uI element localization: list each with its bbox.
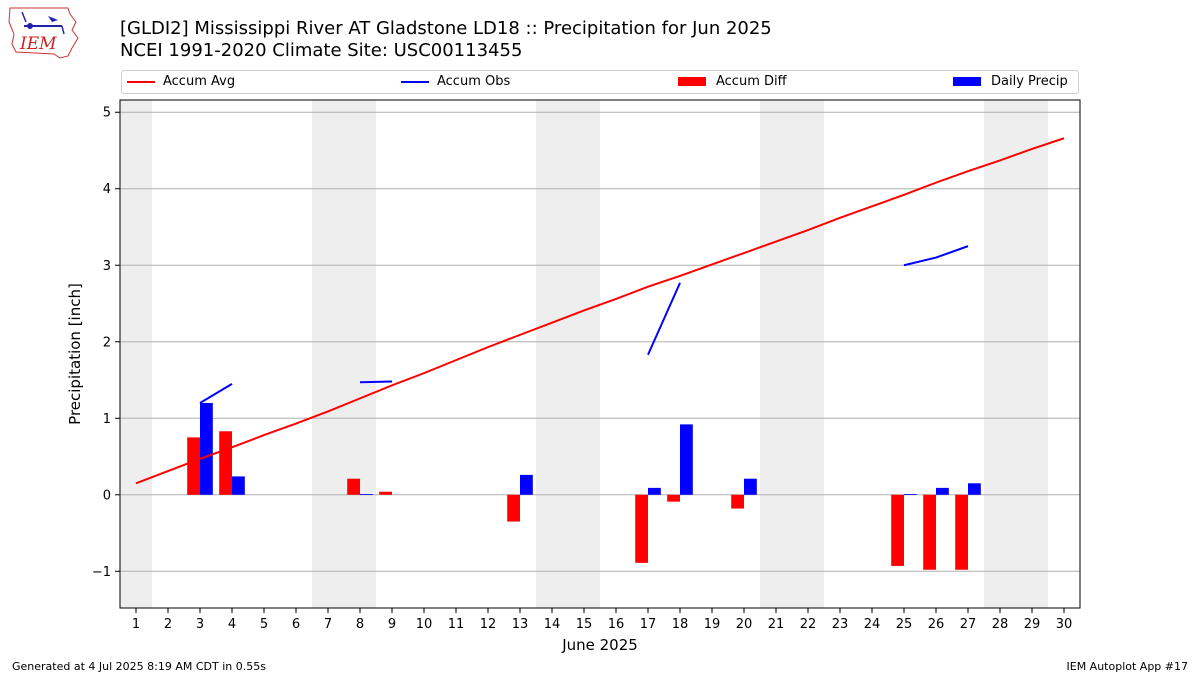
legend-swatch-accum-obs	[401, 80, 429, 83]
y-tick-label: 0	[103, 488, 111, 503]
legend-swatch-daily-precip	[953, 77, 981, 86]
legend-label-accum-diff: Accum Diff	[716, 74, 787, 89]
x-tick-label: 17	[640, 617, 657, 632]
accum-diff-bar	[923, 494, 936, 570]
iem-logo: IEM	[8, 7, 79, 59]
legend-swatch-accum-diff	[678, 77, 706, 86]
x-tick-label: 26	[928, 617, 945, 632]
accum-diff-bar	[347, 478, 360, 495]
x-tick-label: 10	[416, 617, 433, 632]
x-tick-label: 20	[736, 617, 753, 632]
daily-precip-bar	[968, 483, 981, 495]
accum-diff-bar	[507, 494, 520, 522]
weekend-band	[984, 100, 1048, 608]
legend-swatch-accum-avg	[127, 80, 155, 83]
x-tick-label: 25	[896, 617, 913, 632]
y-tick-label: −1	[92, 565, 111, 580]
x-tick-label: 28	[992, 617, 1009, 632]
legend-item-accum-obs: Accum Obs	[401, 74, 510, 89]
x-tick-label: 11	[448, 617, 465, 632]
x-tick-label: 5	[260, 617, 268, 632]
daily-precip-bar	[936, 487, 949, 495]
y-tick-label: 4	[103, 182, 111, 197]
y-tick-label: 1	[103, 412, 111, 427]
x-tick-label: 24	[864, 617, 881, 632]
accum-obs-line	[647, 282, 681, 356]
x-tick-label: 21	[768, 617, 785, 632]
x-tick-label: 15	[576, 617, 593, 632]
footer-app-id: IEM Autoplot App #17	[1066, 660, 1189, 673]
y-axis-label: Precipitation [inch]	[66, 283, 84, 425]
daily-precip-bar	[904, 494, 917, 495]
x-tick-label: 19	[704, 617, 721, 632]
accum-diff-bar	[955, 494, 968, 570]
x-tick-label: 7	[324, 617, 332, 632]
legend-item-accum-diff: Accum Diff	[678, 74, 787, 89]
legend-label-accum-obs: Accum Obs	[437, 74, 511, 89]
accum-obs-line	[199, 382, 233, 404]
plot-frame	[119, 99, 1081, 609]
x-axis-label: June 2025	[561, 636, 638, 654]
weekend-band	[312, 100, 376, 608]
daily-precip-bar	[360, 494, 373, 495]
legend-item-accum-avg: Accum Avg	[127, 74, 235, 89]
x-tick-label: 6	[292, 617, 300, 632]
x-tick-label: 13	[512, 617, 529, 632]
x-tick-label: 27	[960, 617, 977, 632]
accum-diff-bar	[731, 494, 744, 509]
legend: Accum Avg Accum Obs Accum Diff Daily Pre…	[121, 70, 1079, 94]
y-tick-label: 3	[103, 259, 111, 274]
x-tick-label: 2	[164, 617, 172, 632]
x-tick-label: 1	[132, 617, 140, 632]
accum-diff-bar	[667, 494, 680, 502]
weekend-band	[760, 100, 824, 608]
chart-title: [GLDI2] Mississippi River AT Gladstone L…	[120, 18, 772, 39]
daily-precip-bar	[200, 402, 213, 495]
chart-subtitle: NCEI 1991-2020 Climate Site: USC00113455	[120, 40, 523, 61]
accum-diff-bar	[379, 491, 392, 495]
x-tick-label: 18	[672, 617, 689, 632]
daily-precip-bar	[744, 478, 757, 495]
x-tick-label: 12	[480, 617, 497, 632]
x-tick-label: 14	[544, 617, 561, 632]
accum-avg-line	[135, 137, 1065, 485]
y-tick-label: 2	[103, 335, 111, 350]
daily-precip-bar	[680, 424, 693, 495]
x-tick-label: 3	[196, 617, 204, 632]
weekend-band	[536, 100, 600, 608]
legend-item-daily-precip: Daily Precip	[953, 74, 1068, 89]
accum-diff-bar	[219, 431, 232, 495]
weekend-band	[120, 100, 152, 608]
daily-precip-bar	[520, 474, 533, 495]
x-tick-label: 4	[228, 617, 236, 632]
daily-precip-bar	[648, 487, 661, 495]
accum-obs-line	[359, 380, 393, 384]
y-tick-label: 5	[103, 106, 111, 121]
legend-label-daily-precip: Daily Precip	[991, 74, 1068, 89]
logo-text: IEM	[19, 34, 57, 54]
x-tick-label: 8	[356, 617, 364, 632]
legend-label-accum-avg: Accum Avg	[163, 74, 236, 89]
accum-diff-bar	[635, 494, 648, 563]
chart-title-block: [GLDI2] Mississippi River AT Gladstone L…	[120, 18, 772, 62]
accum-diff-bar	[891, 494, 904, 566]
x-tick-label: 29	[1024, 617, 1041, 632]
x-tick-label: 23	[832, 617, 849, 632]
daily-precip-bar	[232, 476, 245, 495]
x-tick-label: 30	[1056, 617, 1073, 632]
x-tick-label: 22	[800, 617, 817, 632]
accum-diff-bar	[187, 437, 200, 495]
x-tick-label: 9	[388, 617, 396, 632]
footer-generated: Generated at 4 Jul 2025 8:19 AM CDT in 0…	[12, 660, 266, 673]
accum-obs-line	[903, 245, 969, 267]
x-tick-label: 16	[608, 617, 625, 632]
